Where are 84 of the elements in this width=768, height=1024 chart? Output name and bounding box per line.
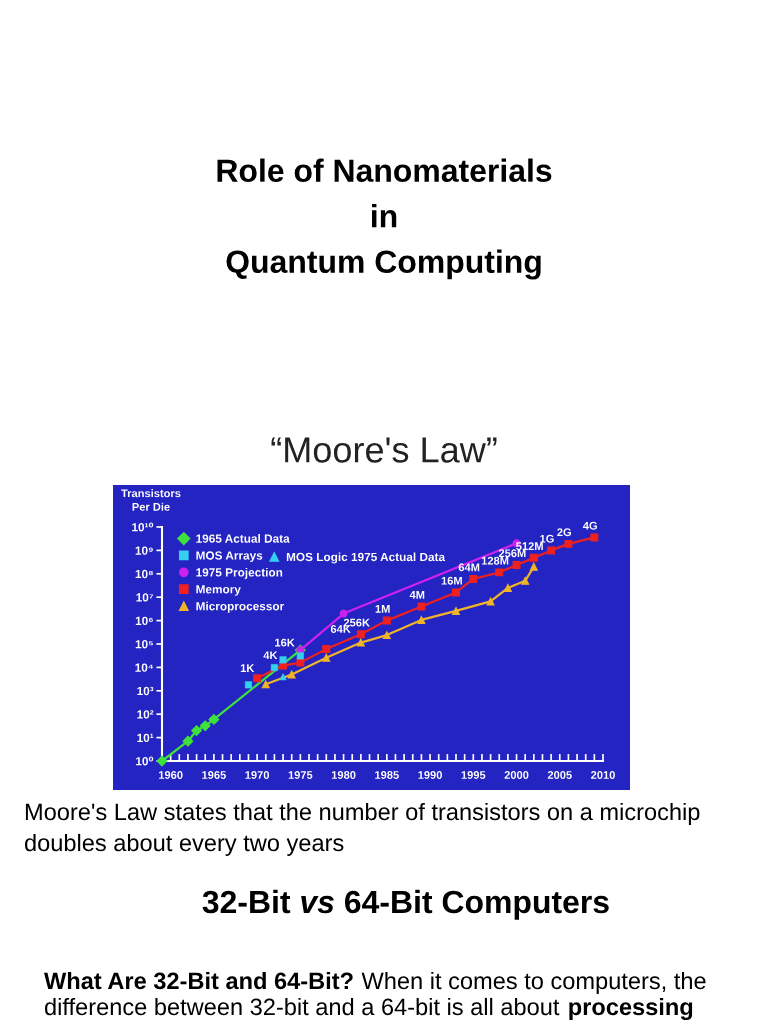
y-tick-label: 10²	[137, 710, 154, 719]
annotation: 16M	[441, 576, 462, 585]
y-tick-label: 10³	[137, 686, 154, 696]
point	[590, 533, 599, 542]
y-tick-label: 10⁰	[136, 756, 154, 766]
annotation: 2G	[557, 528, 571, 537]
x-tick-label: 1965	[202, 771, 226, 779]
annotation: 128M	[481, 556, 509, 565]
point	[521, 576, 530, 585]
x-tick-label: 1985	[375, 771, 399, 779]
text: 32-Bit	[202, 889, 291, 914]
point	[287, 670, 296, 679]
annotation: 1G	[540, 534, 554, 543]
text: Moore's Law states that the number of transistors on a microchip	[25, 802, 700, 825]
annotation: 4K	[263, 651, 278, 660]
point	[208, 713, 220, 725]
x-tick-label: 1970	[245, 771, 270, 779]
point	[452, 588, 460, 597]
annotation: 4G	[582, 521, 597, 530]
point	[182, 735, 194, 747]
y-tick-label: 10⁸	[135, 569, 153, 579]
point	[356, 630, 365, 639]
y-tick-label: 10¹	[137, 733, 154, 742]
x-tick-label: 1960	[158, 771, 183, 779]
chart-subtitle: “Moore's Law”	[271, 437, 497, 463]
point	[417, 602, 426, 611]
legend-label: MOS Arrays	[196, 551, 263, 562]
x-tick-label: 1990	[418, 771, 442, 779]
legend-label: 1975 Projection	[196, 567, 283, 579]
y-tick-label: 10⁷	[136, 593, 154, 602]
text: processing	[569, 997, 693, 1020]
point	[503, 583, 512, 592]
text: doubles about every two years	[24, 833, 344, 856]
legend-label: Microprocessor	[196, 601, 284, 613]
point	[191, 725, 203, 736]
point	[156, 755, 168, 767]
point	[564, 539, 573, 548]
annotation: 16K	[275, 638, 295, 647]
point	[452, 606, 460, 615]
x-tick-label: 2000	[504, 771, 529, 779]
x-tick-label: 1980	[331, 771, 356, 779]
point	[382, 616, 391, 625]
text: vs	[301, 895, 334, 914]
y-tick-label: 10⁹	[135, 546, 153, 555]
annotation: 64M	[458, 563, 480, 572]
annotation: 256M	[498, 549, 526, 558]
annotation: 64K	[330, 625, 351, 633]
text: What Are 32-Bit and 64-Bit?	[44, 971, 353, 990]
y-axis-title: Transistors Per Die	[121, 489, 181, 511]
point	[529, 562, 538, 571]
point	[417, 615, 426, 624]
y-tick-label: 10⁵	[135, 640, 153, 649]
y-tick-label: 10⁴	[135, 663, 153, 672]
point	[253, 674, 262, 683]
x-tick-label: 2005	[547, 771, 572, 779]
annotation: 512M	[516, 542, 543, 551]
text: difference between 32-bit and a 64-bit is all about	[44, 997, 560, 1016]
point	[356, 638, 365, 647]
legend-label: 1965 Actual Data	[196, 534, 290, 543]
x-tick-label: 2010	[591, 771, 615, 779]
point	[261, 680, 270, 689]
point	[469, 575, 478, 583]
annotation: 1M	[375, 605, 390, 613]
point	[495, 568, 504, 577]
y-tick-label: 10⁶	[135, 616, 153, 625]
point	[547, 546, 556, 555]
point	[322, 653, 331, 662]
point	[529, 553, 538, 562]
annotation: 1K	[240, 664, 255, 672]
point	[199, 720, 211, 732]
y-tick-label: 10¹⁰	[132, 522, 154, 532]
point	[382, 631, 391, 640]
text: 64-Bit Computers	[344, 889, 609, 920]
text: When it comes to computers, the	[361, 971, 706, 994]
point	[512, 560, 521, 569]
legend-label: MOS Logic 1975 Actual Data	[286, 552, 446, 564]
x-tick-label: 1995	[461, 771, 486, 779]
annotation: 256K	[343, 618, 370, 627]
annotation: 4M	[409, 591, 425, 599]
chart-title: Role of Nanomaterials in Quantum Computing	[217, 158, 552, 280]
legend-label: Memory	[196, 585, 241, 596]
point	[322, 645, 331, 654]
point	[339, 609, 348, 618]
x-tick-label: 1975	[288, 771, 313, 779]
